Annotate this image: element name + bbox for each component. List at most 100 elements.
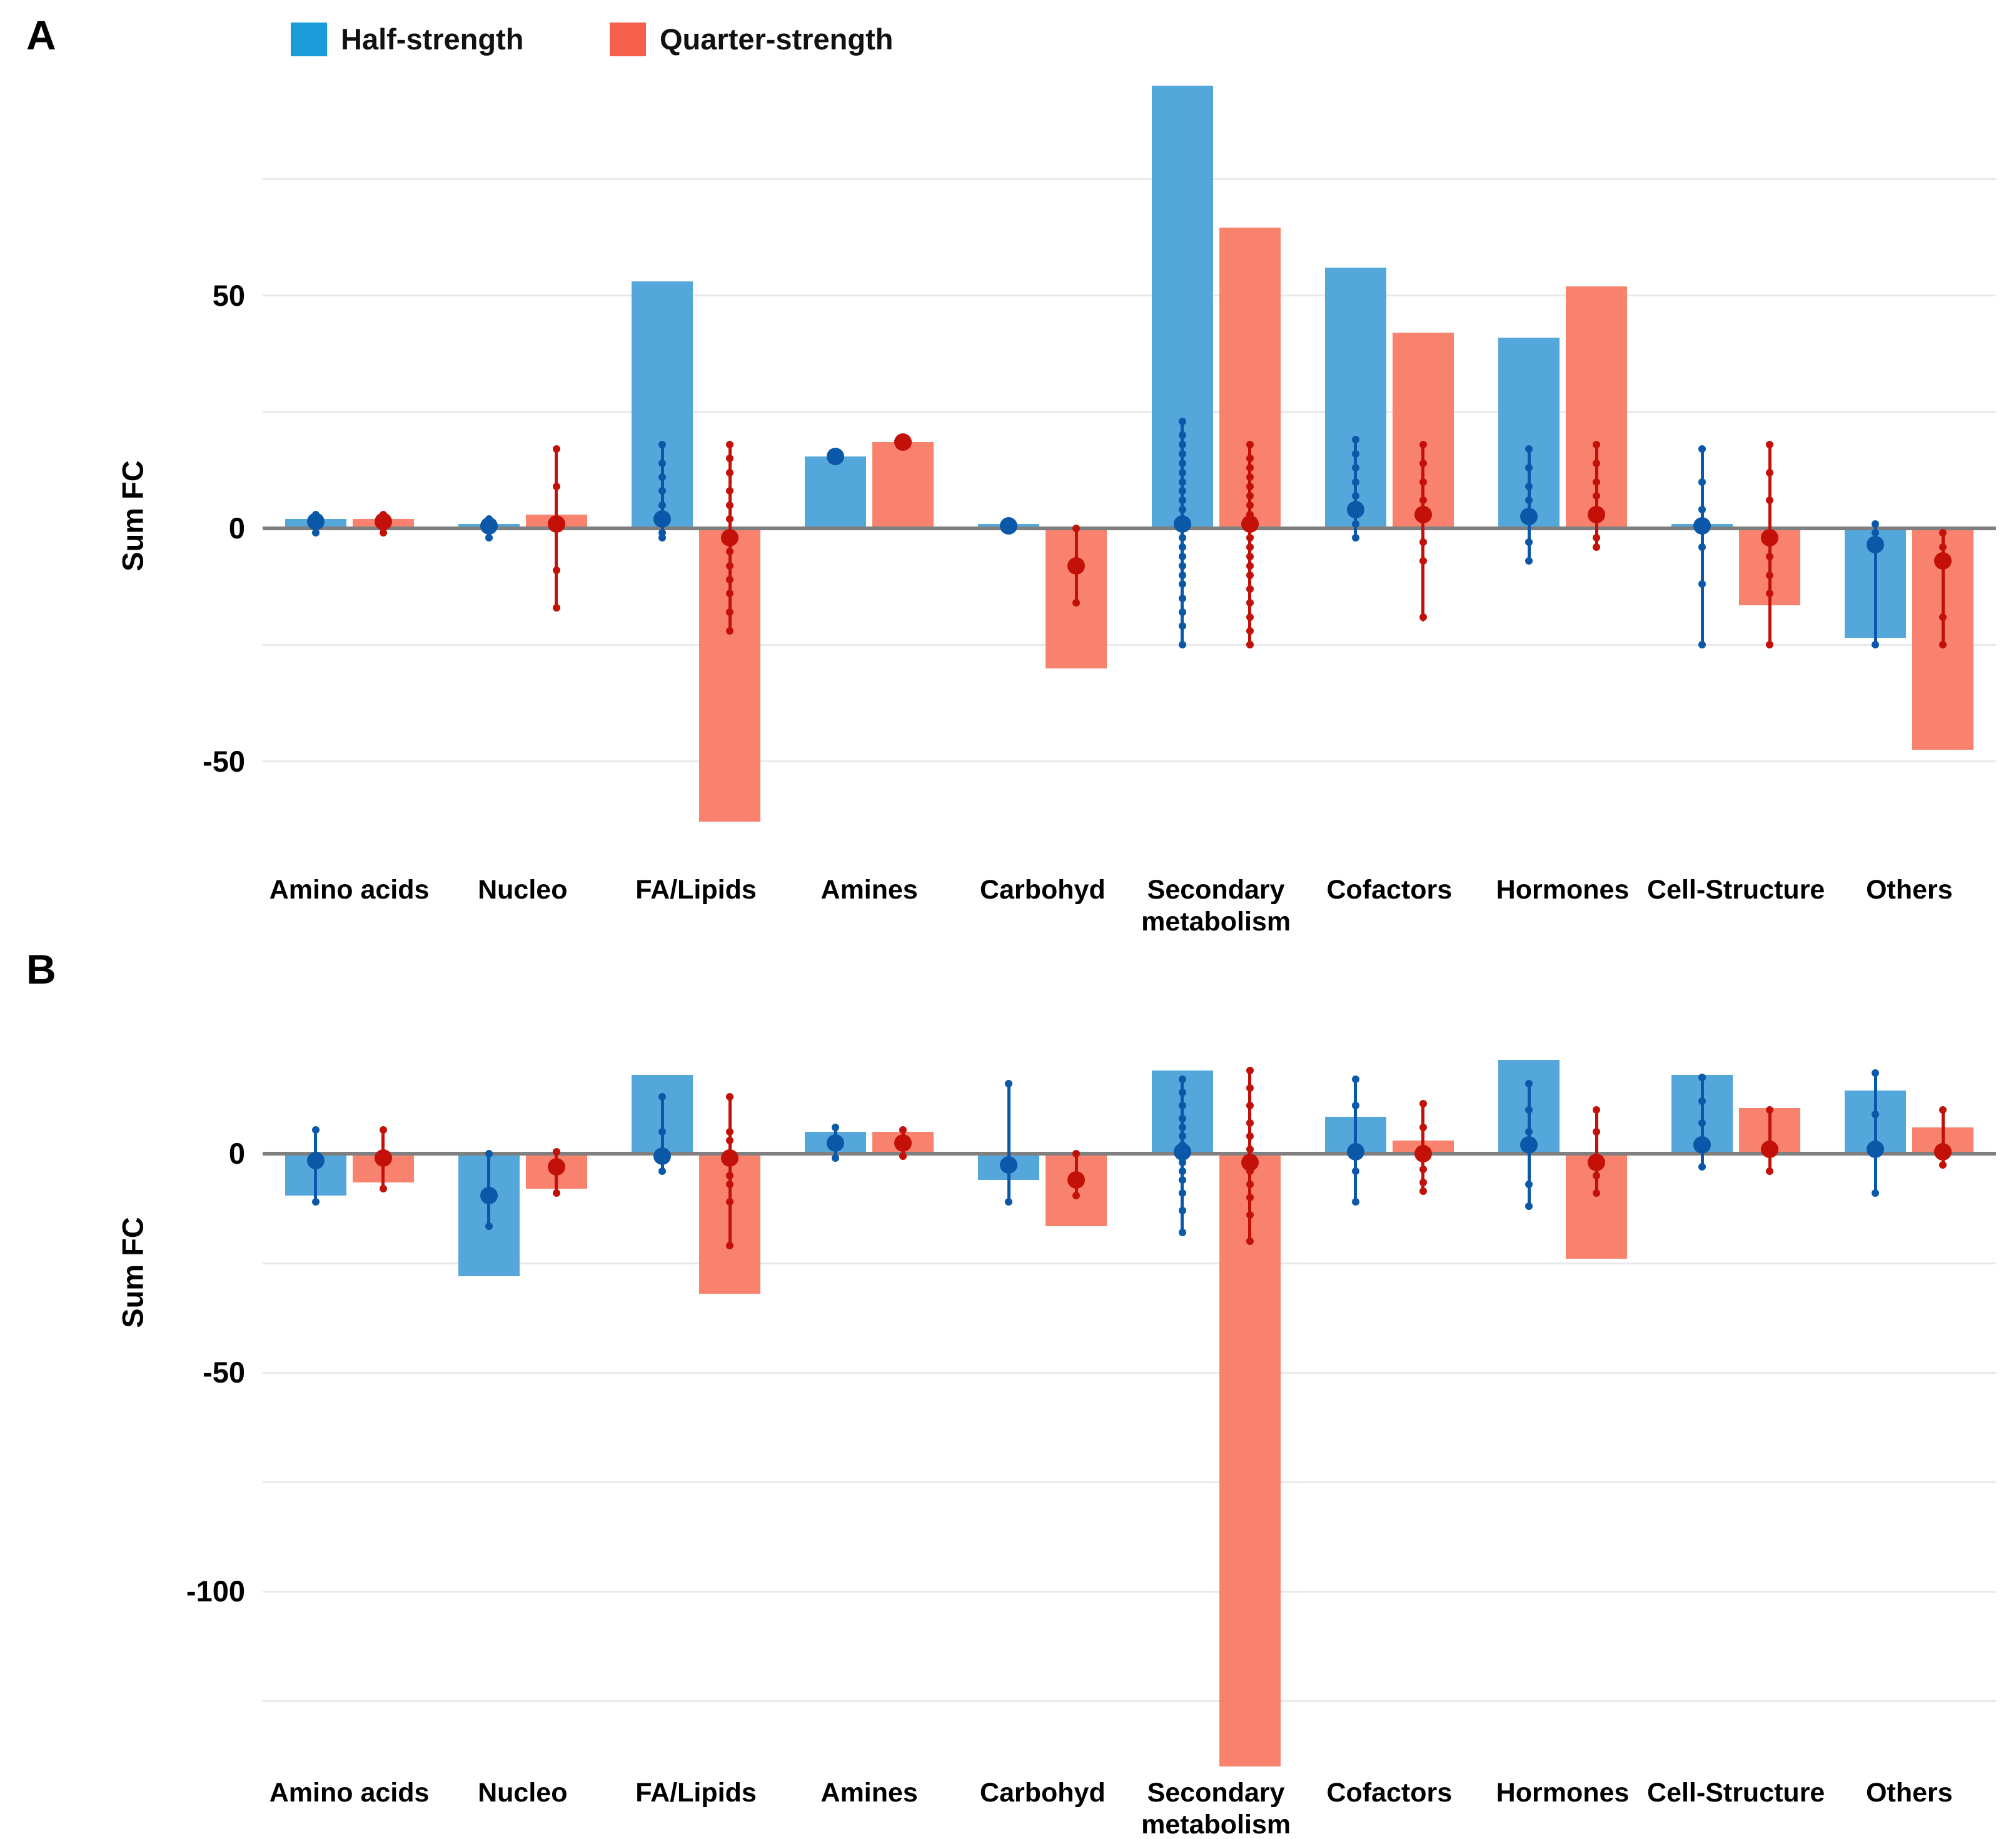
y-tick-label: 0 xyxy=(228,1137,245,1170)
gridline xyxy=(263,1590,1996,1593)
sample-point-dot xyxy=(726,608,733,617)
mean-point-dot xyxy=(547,515,565,533)
sample-point-dot xyxy=(1698,580,1706,588)
y-tick-label: -100 xyxy=(186,1574,245,1608)
mean-point-dot xyxy=(894,1134,912,1152)
mean-point-dot xyxy=(374,1149,392,1167)
category-label: FA/Lipids xyxy=(635,1778,757,1808)
category-label: Nucleo xyxy=(478,1778,568,1808)
sample-point-dot xyxy=(1351,1198,1359,1206)
sample-point-dot xyxy=(1766,590,1774,598)
sample-point-dot xyxy=(1698,641,1706,649)
sample-point-dot xyxy=(726,468,733,476)
sample-point-dot xyxy=(899,1152,907,1160)
sample-point-dot xyxy=(1246,491,1254,500)
mean-point-dot xyxy=(1346,501,1364,519)
sample-point-dot xyxy=(1593,459,1600,467)
sample-point-dot xyxy=(1246,543,1254,551)
sample-point-dot xyxy=(658,487,666,495)
category-label: Amines xyxy=(820,1778,918,1808)
sample-point-dot xyxy=(1246,1181,1254,1188)
sample-point-dot xyxy=(1178,1089,1186,1096)
sample-point-dot xyxy=(726,1137,733,1144)
category-label: Cofactors xyxy=(1326,875,1453,905)
sample-point-dot xyxy=(726,627,733,635)
sample-point-dot xyxy=(1178,580,1186,588)
data-range-whisker xyxy=(1527,449,1531,562)
sample-point-dot xyxy=(1246,473,1254,481)
mean-point-dot xyxy=(653,510,671,528)
legend-swatch-quarter-strength xyxy=(610,23,646,56)
mean-point-dot xyxy=(1000,1156,1018,1174)
sample-point-dot xyxy=(1072,1150,1081,1157)
sample-point-dot xyxy=(1419,1124,1427,1131)
sample-point-dot xyxy=(1593,533,1600,542)
sample-point-dot xyxy=(1178,1115,1186,1122)
sample-point-dot xyxy=(485,1222,493,1230)
sample-point-dot xyxy=(1419,496,1427,505)
sample-point-dot xyxy=(1246,1084,1254,1092)
category-label: Others xyxy=(1866,1778,1953,1808)
sample-point-dot xyxy=(1178,1229,1186,1236)
data-range-whisker xyxy=(1595,1110,1598,1193)
sample-point-dot xyxy=(1178,487,1186,495)
sample-point-dot xyxy=(1351,1102,1359,1109)
sample-point-dot xyxy=(1178,533,1186,542)
data-range-whisker xyxy=(1941,533,1945,645)
data-range-whisker xyxy=(1181,421,1184,645)
sample-point-dot xyxy=(1419,459,1427,467)
sample-point-dot xyxy=(1419,613,1427,621)
sample-point-dot xyxy=(1178,1102,1186,1109)
sample-point-dot xyxy=(552,482,560,490)
data-range-whisker xyxy=(1941,1110,1945,1165)
sample-point-dot xyxy=(1419,557,1427,565)
mean-point-dot xyxy=(1934,552,1952,570)
sample-point-dot xyxy=(311,1126,320,1134)
sample-point-dot xyxy=(1246,1211,1254,1219)
legend-swatch-half-strength xyxy=(291,23,327,56)
category-label: Carbohyd xyxy=(980,1778,1106,1808)
sample-point-dot xyxy=(1766,496,1774,505)
mean-point-dot xyxy=(1693,517,1711,535)
mean-point-dot xyxy=(480,517,498,535)
mean-point-dot xyxy=(1241,515,1259,533)
sample-point-dot xyxy=(1939,1161,1947,1169)
sample-point-dot xyxy=(1351,1076,1359,1083)
sample-point-dot xyxy=(726,1172,733,1179)
sample-point-dot xyxy=(726,515,733,523)
y-tick-label: 0 xyxy=(228,511,245,545)
data-range-whisker xyxy=(1354,440,1358,538)
mean-point-dot xyxy=(721,1149,738,1167)
sample-point-dot xyxy=(726,590,733,598)
sample-point-dot xyxy=(726,487,733,495)
sample-point-dot xyxy=(658,1128,666,1136)
gridline xyxy=(263,643,1996,646)
mean-point-dot xyxy=(827,1134,845,1152)
data-range-whisker xyxy=(1354,1079,1358,1202)
gridline xyxy=(263,1262,1996,1264)
category-label: Cell-Structure xyxy=(1647,1778,1825,1808)
sample-point-dot xyxy=(1072,525,1081,532)
sample-point-dot xyxy=(1525,538,1533,547)
sample-point-dot xyxy=(1178,417,1186,425)
sample-point-dot xyxy=(832,1154,840,1162)
half-strength-bar xyxy=(805,456,867,528)
sample-point-dot xyxy=(1246,533,1254,542)
sample-point-dot xyxy=(1178,1167,1186,1175)
sample-point-dot xyxy=(1766,641,1774,649)
sample-point-dot xyxy=(485,1150,493,1157)
y-tick-label: -50 xyxy=(203,744,245,778)
sample-point-dot xyxy=(1351,533,1359,542)
sample-point-dot xyxy=(1698,1073,1706,1081)
mean-point-dot xyxy=(653,1147,671,1165)
sample-point-dot xyxy=(1939,543,1947,551)
category-label: Carbohyd xyxy=(980,875,1106,905)
sample-point-dot xyxy=(552,445,560,453)
mean-point-dot xyxy=(1761,528,1779,547)
sample-point-dot xyxy=(1872,641,1880,649)
mean-point-dot xyxy=(306,512,325,530)
mean-point-dot xyxy=(1520,1136,1538,1154)
sample-point-dot xyxy=(1766,468,1774,476)
sample-point-dot xyxy=(1246,562,1254,570)
sample-point-dot xyxy=(1419,478,1427,486)
